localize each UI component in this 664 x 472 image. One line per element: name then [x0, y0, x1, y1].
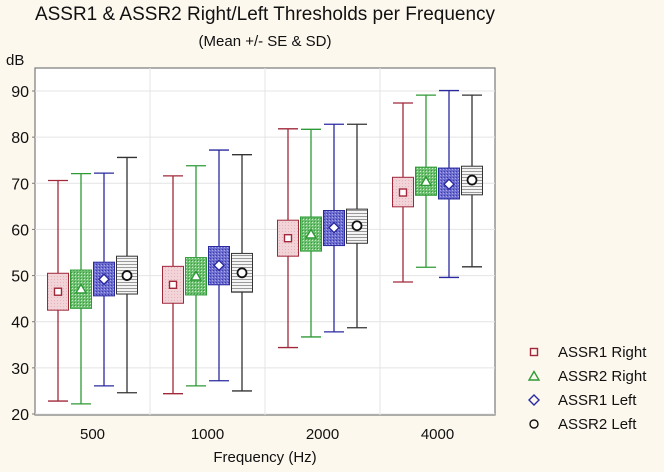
legend-label: ASSR1 Right	[558, 343, 647, 361]
y-tick-label: 80	[11, 130, 29, 147]
mean-marker	[168, 280, 178, 289]
mean-marker	[466, 174, 478, 186]
y-tick-label: 40	[11, 315, 29, 332]
box-assr2-right-2000	[300, 128, 322, 338]
mean-marker	[398, 188, 408, 197]
y-tick-label: 70	[11, 176, 29, 193]
x-tick-label: 500	[80, 426, 105, 443]
y-tick-label: 20	[11, 407, 29, 424]
y-tick-label: 50	[11, 269, 29, 286]
legend-circle-icon	[529, 419, 539, 429]
legend-label: ASSR2 Right	[558, 367, 647, 385]
mean-marker	[304, 228, 318, 239]
y-axis-label: dB	[6, 52, 25, 69]
y-tick-label: 60	[11, 222, 29, 239]
x-axis-label: Frequency (Hz)	[213, 449, 317, 466]
mean-marker	[283, 233, 293, 243]
legend-label: ASSR1 Left	[558, 391, 637, 409]
legend-item: ASSR1 Left	[524, 388, 646, 412]
legend: ASSR1 Right ASSR2 Right ASSR1 Left ASSR2 Le…	[524, 340, 646, 436]
mean-marker	[98, 273, 110, 286]
y-tick-label: 30	[11, 361, 29, 378]
mean-marker	[419, 175, 433, 187]
box-assr2-left-4000	[461, 94, 483, 268]
mean-marker	[189, 270, 203, 281]
mean-marker	[213, 259, 225, 272]
box-assr1-left-4000	[438, 89, 460, 279]
mean-marker	[236, 267, 248, 279]
box-assr1-left-1000	[208, 149, 230, 382]
legend-square-icon	[529, 347, 539, 357]
box-assr2-right-4000	[415, 94, 437, 268]
mean-marker	[351, 220, 363, 232]
legend-item: ASSR2 Left	[524, 412, 646, 436]
box-assr2-right-1000	[185, 165, 207, 387]
legend-item: ASSR2 Right	[524, 364, 646, 388]
box-assr2-left-2000	[346, 123, 368, 329]
y-tick-label: 90	[11, 84, 29, 101]
box-assr1-right-2000	[277, 128, 299, 349]
box-assr1-left-500	[93, 172, 115, 387]
mean-marker	[121, 270, 133, 281]
x-tick-label: 1000	[191, 426, 224, 443]
legend-diamond-icon	[528, 394, 540, 406]
chart-title: ASSR1 & ASSR2 Right/Left Thresholds per …	[34, 4, 496, 25]
box-assr1-left-2000	[323, 123, 345, 333]
chart-subtitle: (Mean +/- SE & SD)	[198, 33, 332, 50]
mean-marker	[443, 178, 455, 191]
mean-marker	[53, 287, 63, 296]
x-tick-label: 2000	[306, 426, 339, 443]
mean-marker	[74, 283, 88, 294]
box-assr1-right-500	[47, 179, 69, 402]
x-tick-label: 4000	[421, 426, 454, 443]
mean-marker	[328, 221, 340, 234]
legend-label: ASSR2 Left	[558, 415, 637, 433]
box-assr2-left-500	[116, 156, 138, 394]
legend-triangle-icon	[527, 370, 541, 381]
legend-item: ASSR1 Right	[524, 340, 646, 364]
box-assr1-right-1000	[162, 175, 184, 395]
box-assr1-right-4000	[392, 102, 414, 283]
box-assr2-right-500	[70, 172, 92, 405]
box-assr2-left-1000	[231, 154, 253, 392]
